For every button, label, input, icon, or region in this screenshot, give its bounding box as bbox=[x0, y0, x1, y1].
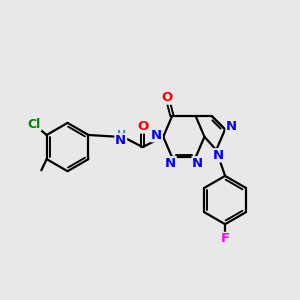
Text: N: N bbox=[165, 157, 176, 170]
Text: N: N bbox=[226, 120, 237, 133]
Text: N: N bbox=[213, 149, 224, 162]
Text: N: N bbox=[151, 129, 162, 142]
Text: N: N bbox=[115, 134, 126, 147]
Text: F: F bbox=[220, 232, 230, 245]
Text: O: O bbox=[137, 120, 148, 133]
Text: N: N bbox=[192, 157, 203, 170]
Text: Cl: Cl bbox=[28, 118, 41, 130]
Text: O: O bbox=[161, 91, 173, 104]
Text: H: H bbox=[117, 130, 127, 140]
